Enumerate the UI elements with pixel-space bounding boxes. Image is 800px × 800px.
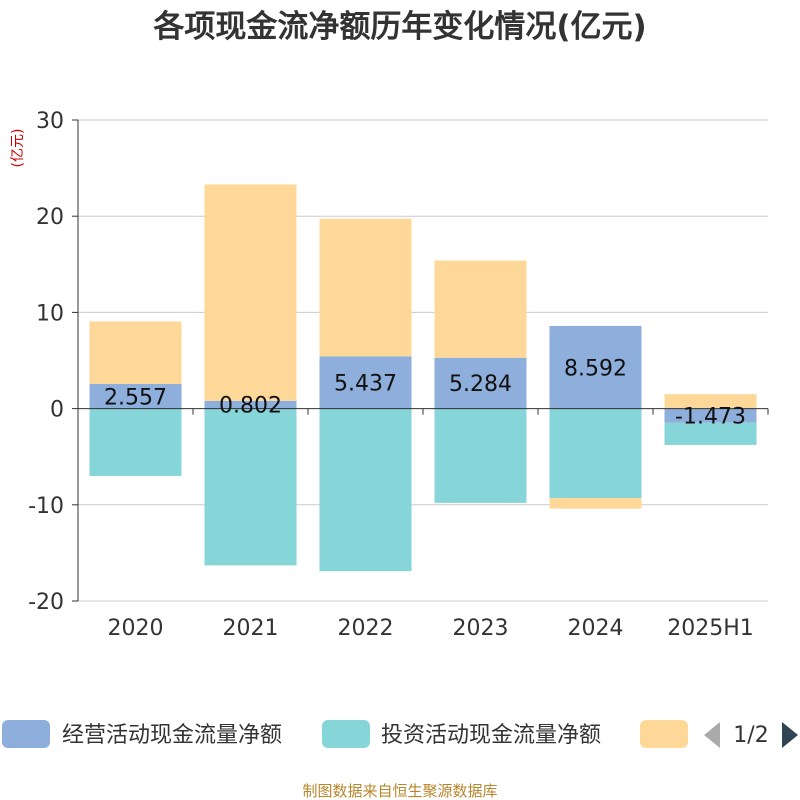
axes: 30 20 10 0 -10 -20 2020 2021 2022 2023 2024 2025H1	[28, 109, 769, 641]
y-tick-label: -20	[28, 590, 64, 615]
x-tick-label: 2020	[108, 616, 164, 641]
x-tick-label: 2021	[223, 616, 279, 641]
chart-title: 各项现金流净额历年变化情况(亿元)	[152, 9, 646, 45]
data-label: 5.284	[449, 372, 512, 397]
bar-3-2022	[319, 218, 412, 357]
legend-swatch-1	[2, 720, 50, 748]
data-label: 5.437	[334, 371, 397, 396]
bar-1-2022	[319, 356, 412, 409]
x-tick-label: 2022	[338, 616, 394, 641]
bar-1-2021	[204, 400, 297, 409]
y-tick-label: 20	[36, 205, 64, 230]
legend-swatch-2	[322, 720, 370, 748]
y-tick-label: 0	[50, 398, 64, 423]
bar-2-2021	[204, 408, 297, 566]
bar-1-2024	[549, 325, 642, 409]
legend-label-2: 投资活动现金流量净额	[381, 723, 601, 748]
x-tick-label: 2025H1	[667, 616, 754, 641]
bar-3-2021	[204, 184, 297, 401]
y-tick-label: -10	[28, 494, 64, 519]
bar-2-2023	[434, 408, 527, 503]
grid-lines	[78, 119, 768, 602]
source-note: 制图数据来自恒生聚源数据库	[302, 782, 497, 800]
bar-2-2022	[319, 408, 412, 572]
bar-2-2020	[89, 408, 182, 476]
bar-3-2023	[434, 260, 527, 358]
pager-next-icon[interactable]	[782, 722, 798, 748]
data-label: 2.557	[104, 385, 167, 410]
bars	[89, 184, 757, 572]
bar-1-2020	[89, 384, 182, 409]
y-tick-label: 30	[36, 109, 64, 134]
data-labels: 2.557 0.802 5.437 5.284 8.592 -1.473	[104, 356, 746, 429]
x-tick-label: 2024	[568, 616, 624, 641]
data-label: 0.802	[219, 394, 282, 419]
bar-1-2023	[434, 357, 527, 409]
bar-3-2020	[89, 321, 182, 385]
pager-prev-icon[interactable]	[704, 722, 720, 748]
legend-swatch-3	[640, 720, 688, 748]
legend: 经营活动现金流量净额 投资活动现金流量净额 1/2	[2, 720, 798, 748]
y-axis-unit-label: (亿元)	[10, 129, 26, 168]
legend-pager-text: 1/2	[733, 723, 768, 748]
bar-2-2024	[549, 408, 642, 499]
x-tick-label: 2023	[453, 616, 509, 641]
legend-label-1: 经营活动现金流量净额	[62, 723, 282, 748]
data-label: -1.473	[675, 405, 746, 430]
bar-3-2025H1	[664, 394, 757, 409]
y-tick-label: 10	[36, 301, 64, 326]
data-label: 8.592	[564, 356, 627, 381]
bar-3-2024	[549, 498, 642, 509]
bar-2-2025H1	[664, 422, 757, 445]
bar-1-2025H1	[664, 408, 757, 423]
